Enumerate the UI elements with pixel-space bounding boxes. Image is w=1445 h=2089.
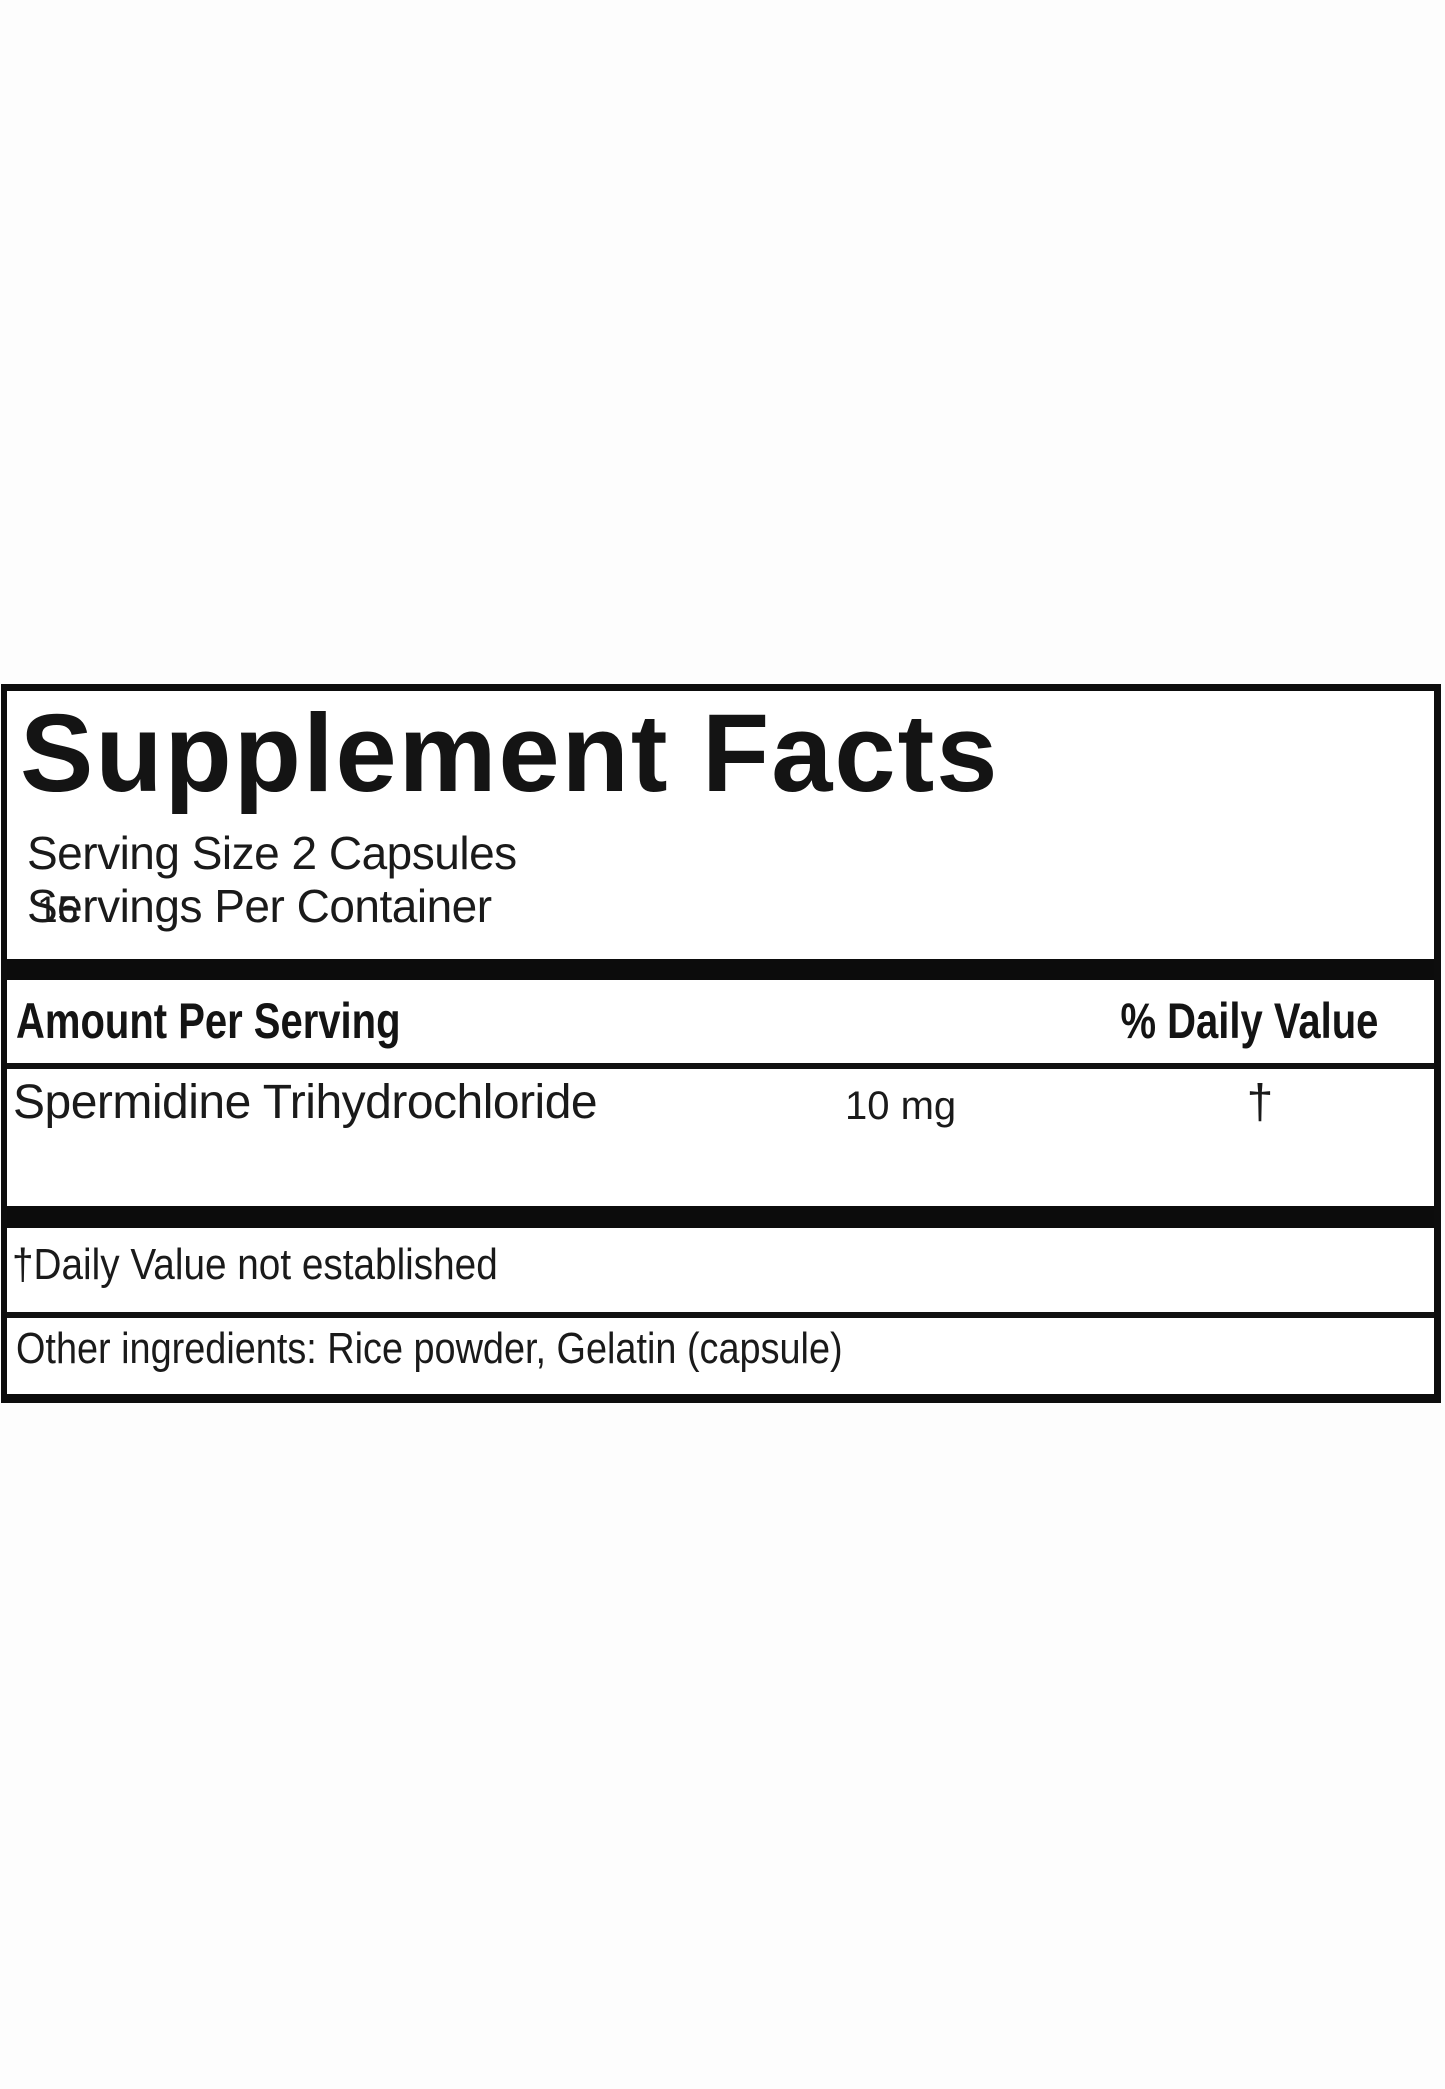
supplement-facts-panel: Supplement Facts Serving Size 2 Capsules…: [1, 684, 1441, 1403]
ingredient-name: Spermidine Trihydrochloride: [13, 1076, 598, 1129]
servings-per-container-label: Servings Per Container: [27, 880, 492, 932]
ingredient-amount: 10 mg: [845, 1084, 957, 1128]
amount-per-serving-header: Amount Per Serving: [16, 993, 401, 1049]
ingredient-daily-value-dagger: †: [1246, 1076, 1274, 1129]
separator-bar-top: [7, 959, 1434, 980]
serving-info: Serving Size 2 Capsules Servings Per Con…: [27, 827, 517, 936]
facts-title: Supplement Facts: [20, 692, 1000, 815]
servings-per-container-line: Servings Per Container 15: [27, 880, 517, 936]
servings-count: 15: [37, 889, 79, 930]
daily-value-footnote: †Daily Value not established: [12, 1240, 498, 1289]
footnote-rule: [7, 1312, 1434, 1318]
separator-bar-middle: [7, 1206, 1434, 1228]
serving-size-text: Serving Size 2 Capsules: [27, 827, 517, 879]
other-ingredients-note: Other ingredients: Rice powder, Gelatin …: [16, 1324, 843, 1373]
ingredient-row: Spermidine Trihydrochloride 10 mg †: [7, 1079, 1434, 1129]
header-rule: [7, 1063, 1434, 1069]
daily-value-header: % Daily Value: [1120, 993, 1378, 1049]
